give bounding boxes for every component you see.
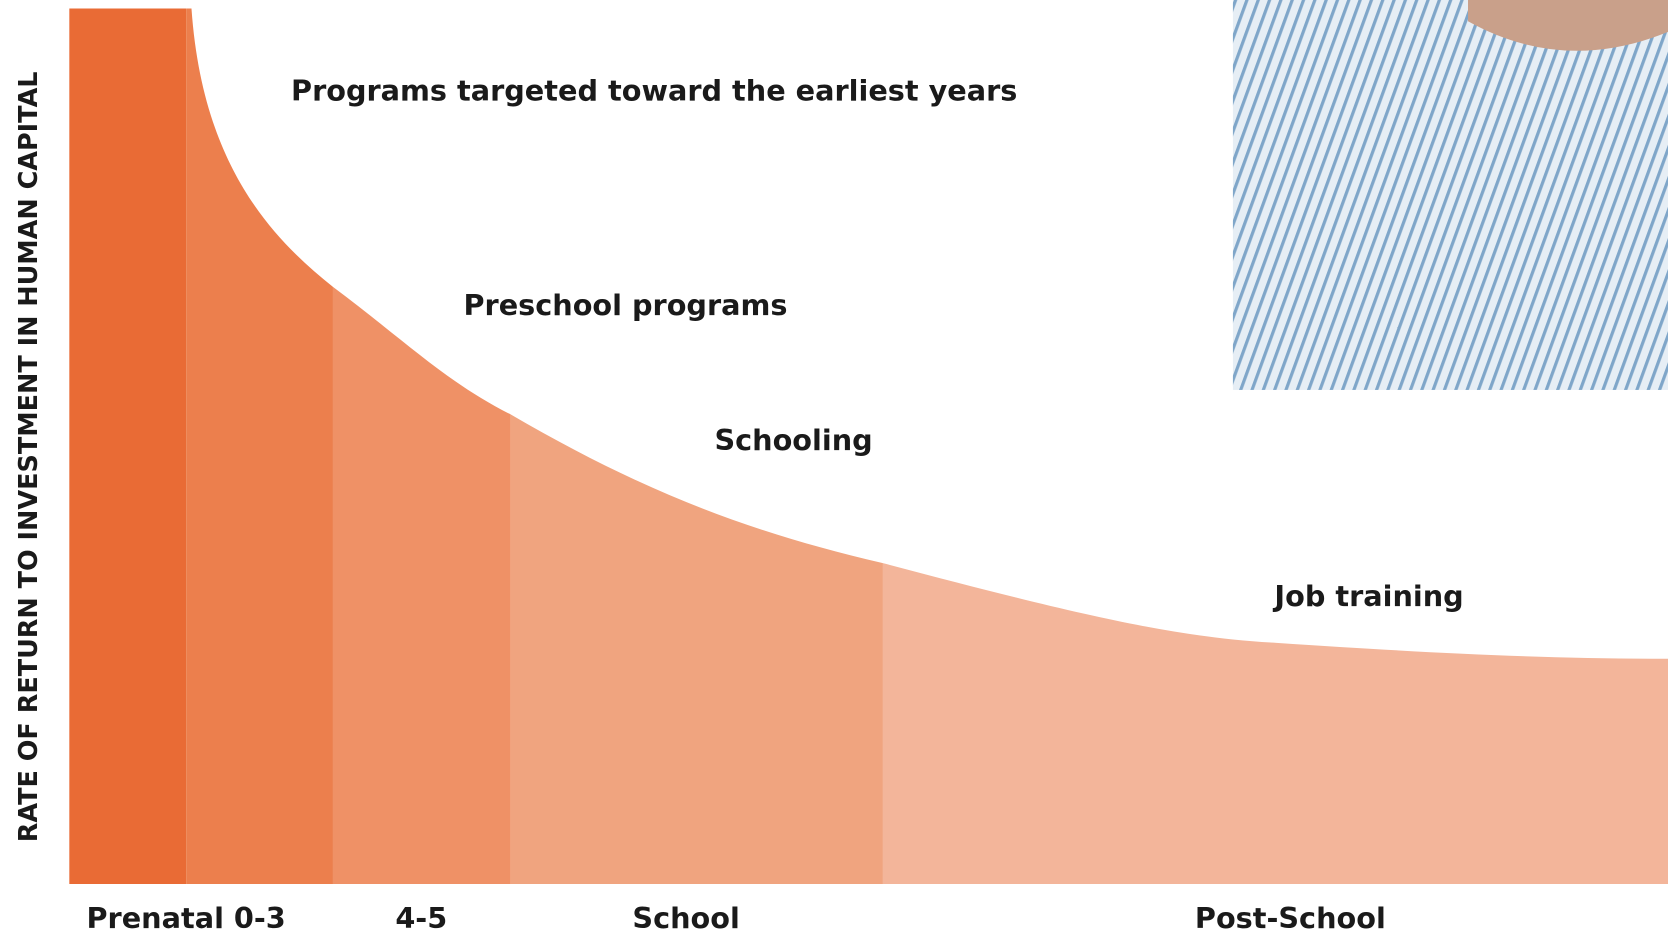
x-tick-label: Post-School — [1195, 901, 1386, 935]
annotation: Preschool programs — [464, 288, 788, 322]
band — [69, 0, 186, 884]
band — [186, 0, 333, 884]
annotation: Schooling — [714, 423, 872, 457]
band — [333, 0, 511, 884]
annotation: Programs targeted toward the earliest ye… — [291, 73, 1017, 107]
y-axis-label: RATE OF RETURN TO INVESTMENT IN HUMAN CA… — [14, 71, 44, 842]
x-tick-label: 4-5 — [395, 901, 447, 935]
x-tick-label: School — [632, 901, 739, 935]
page: RATE OF RETURN TO INVESTMENT IN HUMAN CA… — [0, 0, 1668, 935]
annotation: Job training — [1272, 579, 1463, 613]
x-tick-label: Prenatal 0-3 — [87, 901, 286, 935]
photo — [1233, 0, 1668, 390]
chart: RATE OF RETURN TO INVESTMENT IN HUMAN CA… — [0, 0, 1668, 935]
photo-shirt — [1233, 0, 1668, 390]
